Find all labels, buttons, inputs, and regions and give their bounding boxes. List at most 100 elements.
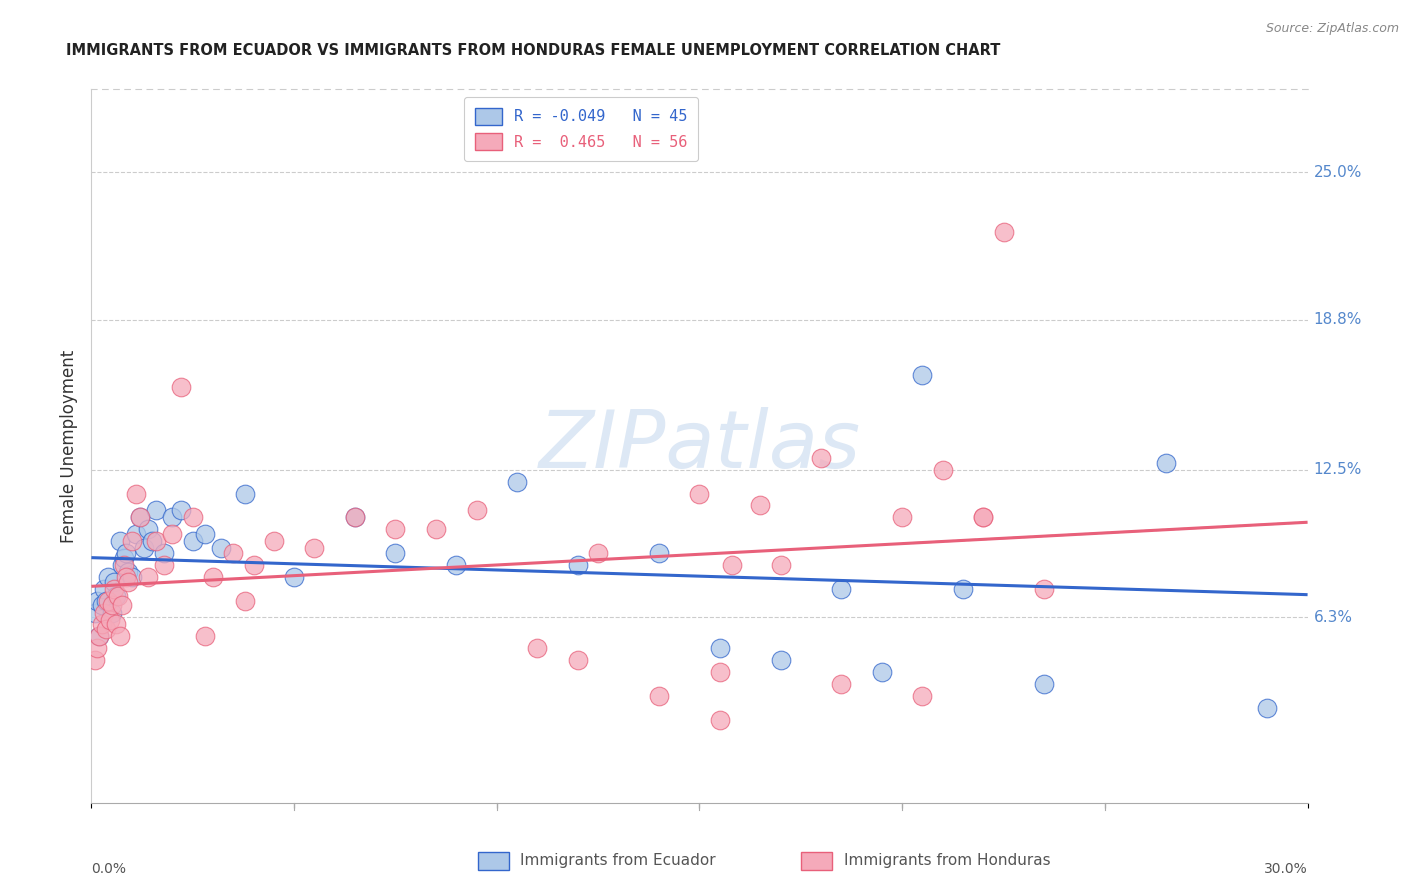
Point (721, 558, 744, 572)
Text: 30.0%: 30.0% (1264, 863, 1308, 876)
Point (769, 558, 792, 572)
Point (111, 558, 134, 572)
Point (129, 510, 152, 524)
Point (911, 689, 934, 703)
Point (202, 570, 225, 584)
Point (343, 510, 366, 524)
Point (506, 475, 529, 489)
Point (169, 379, 191, 393)
Text: 6.3%: 6.3% (1313, 610, 1353, 624)
Point (84, 653, 107, 667)
Point (283, 570, 305, 584)
Point (870, 665, 893, 679)
Point (952, 582, 974, 596)
Point (425, 522, 447, 536)
Point (89, 629, 111, 643)
Point (242, 558, 264, 572)
Point (89, 629, 111, 643)
Point (108, 629, 131, 643)
Point (136, 522, 159, 536)
Point (97, 593, 120, 607)
Point (93, 606, 115, 620)
Point (97, 570, 120, 584)
Point (972, 510, 994, 524)
Text: ZIPatlas: ZIPatlas (538, 407, 860, 485)
Text: 25.0%: 25.0% (1313, 165, 1362, 180)
Point (169, 503, 191, 517)
Point (586, 546, 609, 560)
Text: IMMIGRANTS FROM ECUADOR VS IMMIGRANTS FROM HONDURAS FEMALE UNEMPLOYMENT CORRELAT: IMMIGRANTS FROM ECUADOR VS IMMIGRANTS FR… (66, 43, 1001, 58)
Point (343, 510, 366, 524)
Point (830, 677, 852, 691)
Point (104, 589, 127, 603)
Point (1033, 677, 1056, 691)
Point (153, 558, 176, 572)
Y-axis label: Female Unemployment: Female Unemployment (59, 350, 77, 542)
Point (129, 510, 152, 524)
Point (112, 558, 135, 572)
Point (125, 527, 148, 541)
Point (132, 541, 155, 556)
Point (100, 606, 122, 620)
Point (263, 534, 285, 549)
Point (145, 534, 167, 549)
Point (1154, 456, 1177, 470)
Point (235, 486, 257, 500)
Text: 0.0%: 0.0% (91, 863, 127, 876)
Point (125, 486, 148, 500)
Point (153, 546, 176, 560)
Point (94, 593, 117, 607)
Legend: R = -0.049   N = 45, R =  0.465   N = 56: R = -0.049 N = 45, R = 0.465 N = 56 (464, 97, 699, 161)
Text: 12.5%: 12.5% (1313, 462, 1362, 477)
Text: 18.8%: 18.8% (1313, 312, 1362, 327)
Point (121, 570, 143, 584)
Point (90, 599, 112, 613)
Point (810, 450, 832, 465)
Point (304, 541, 326, 556)
Point (993, 225, 1015, 239)
Point (181, 510, 204, 524)
Point (111, 599, 134, 613)
Point (117, 574, 139, 589)
Point (384, 522, 406, 536)
Point (84, 606, 107, 620)
Point (931, 463, 953, 477)
Point (567, 558, 589, 572)
Text: Immigrants from Honduras: Immigrants from Honduras (844, 854, 1050, 868)
Point (709, 641, 731, 656)
Point (384, 546, 406, 560)
Point (526, 641, 548, 656)
Point (136, 570, 159, 584)
Point (972, 510, 994, 524)
Point (103, 582, 125, 596)
Point (709, 713, 731, 727)
Point (162, 527, 184, 541)
Point (209, 541, 232, 556)
Point (100, 599, 122, 613)
Text: Immigrants from Ecuador: Immigrants from Ecuador (520, 854, 716, 868)
Point (194, 629, 217, 643)
Point (121, 534, 143, 549)
Point (1256, 700, 1278, 714)
Point (911, 368, 934, 382)
Text: Source: ZipAtlas.com: Source: ZipAtlas.com (1265, 22, 1399, 36)
Point (830, 582, 852, 596)
Point (94, 622, 117, 636)
Point (107, 589, 129, 603)
Point (181, 534, 204, 549)
Point (108, 534, 131, 549)
Point (465, 503, 488, 517)
Point (688, 486, 710, 500)
Point (648, 546, 671, 560)
Point (117, 565, 139, 579)
Point (112, 550, 135, 565)
Point (93, 582, 115, 596)
Point (648, 689, 671, 703)
Point (891, 510, 914, 524)
Point (1033, 582, 1056, 596)
Point (98, 613, 121, 627)
Point (145, 503, 167, 517)
Point (86, 641, 108, 656)
Point (115, 570, 138, 584)
Point (162, 510, 184, 524)
